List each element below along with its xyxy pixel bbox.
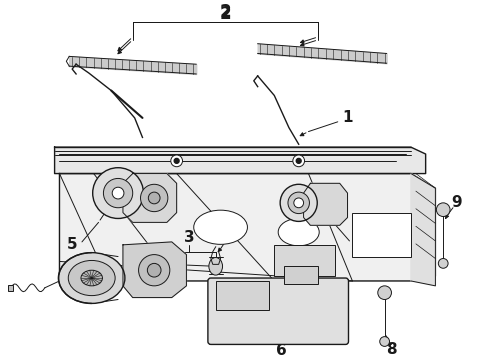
Circle shape [147, 264, 161, 277]
Ellipse shape [278, 219, 319, 246]
Ellipse shape [103, 179, 133, 208]
Text: 9: 9 [452, 195, 462, 210]
Polygon shape [123, 174, 177, 222]
Text: 2: 2 [220, 4, 231, 22]
Circle shape [296, 158, 301, 163]
Bar [8, 285, 13, 291]
Ellipse shape [194, 210, 247, 244]
Bar [352, 213, 411, 257]
Polygon shape [54, 147, 426, 174]
Text: 5: 5 [67, 237, 77, 252]
Polygon shape [123, 242, 186, 298]
Circle shape [439, 258, 448, 268]
Circle shape [174, 158, 179, 163]
Ellipse shape [112, 187, 124, 199]
Ellipse shape [81, 270, 102, 286]
Text: 5: 5 [354, 230, 365, 244]
Circle shape [380, 337, 390, 346]
Bar [216, 281, 270, 310]
Text: 3: 3 [184, 230, 195, 244]
Polygon shape [304, 183, 347, 225]
Ellipse shape [68, 260, 115, 296]
Text: 8: 8 [386, 342, 397, 357]
Text: 7: 7 [289, 230, 299, 244]
Circle shape [141, 184, 168, 212]
Ellipse shape [58, 253, 125, 303]
Ellipse shape [280, 184, 317, 221]
Polygon shape [411, 174, 436, 286]
Circle shape [139, 255, 170, 286]
Circle shape [378, 286, 392, 300]
Circle shape [148, 192, 160, 204]
Ellipse shape [288, 192, 310, 213]
Ellipse shape [209, 257, 222, 275]
Circle shape [171, 155, 182, 167]
Bar [274, 245, 335, 276]
Polygon shape [59, 174, 436, 281]
Text: 1: 1 [343, 111, 353, 125]
Circle shape [437, 203, 450, 216]
Text: 6: 6 [276, 343, 287, 358]
Text: 4: 4 [223, 222, 234, 237]
Ellipse shape [93, 168, 144, 219]
FancyBboxPatch shape [208, 278, 348, 345]
Text: 2: 2 [220, 5, 231, 23]
Bar [284, 266, 318, 284]
Ellipse shape [294, 198, 304, 208]
Circle shape [293, 155, 305, 167]
